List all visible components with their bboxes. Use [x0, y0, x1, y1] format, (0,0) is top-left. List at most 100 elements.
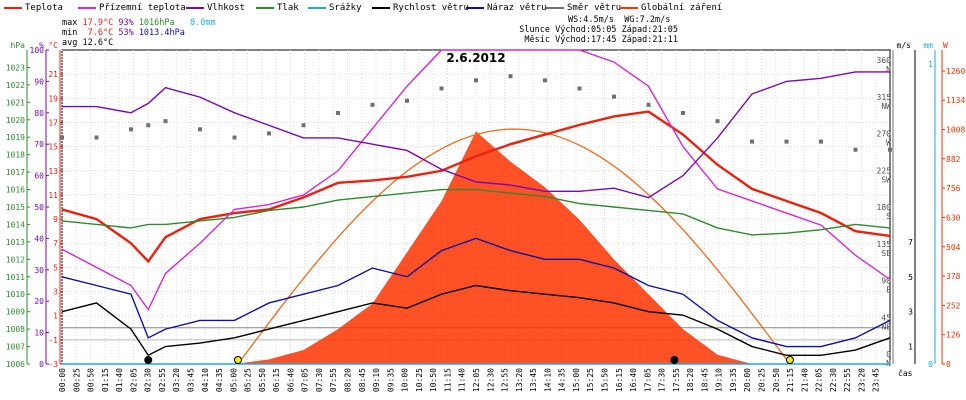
- pressure-axis-tick-label: 1019: [6, 133, 25, 142]
- direction-point: [146, 123, 151, 128]
- x-tick-label: 23:45: [872, 368, 881, 392]
- pressure-axis-tick-label: 1016: [6, 186, 25, 195]
- x-tick-label: 15:50: [600, 368, 609, 392]
- x-tick-label: 20:25: [758, 368, 767, 392]
- x-tick-label: 00:50: [87, 368, 96, 392]
- x-tick-label: 11:15: [443, 368, 452, 392]
- moonrise-time: Východ:17:45: [555, 35, 617, 45]
- legend-swatch: [466, 6, 484, 9]
- wind-axis-label: m/s: [897, 41, 912, 50]
- stats-min-hum: 53%: [118, 28, 134, 38]
- x-tick-label: 14:10: [543, 368, 552, 392]
- wind-summary-row: WS:4.5m/s WG:7.2m/s: [518, 15, 738, 25]
- rain-axis-label: mm: [923, 41, 933, 50]
- x-tick-label: 10:00: [401, 368, 410, 392]
- direction-point: [750, 139, 754, 144]
- temperature-axis-tick-label: 13: [48, 167, 58, 176]
- temperature-axis-tick-label: 19: [48, 94, 58, 103]
- pressure-axis-tick-label: 1022: [6, 81, 25, 90]
- x-tick-label: 09:35: [386, 368, 395, 392]
- legend-label: Náraz větru: [487, 3, 547, 13]
- moon-marker: [144, 356, 153, 364]
- humidity-axis-tick-label: 60: [34, 172, 44, 181]
- x-tick-label: 13:20: [515, 368, 524, 392]
- x-tick-label: 00:25: [72, 368, 81, 392]
- legend-item-teplota: Teplota: [4, 3, 63, 13]
- wind-tick-label: 5: [908, 273, 913, 282]
- x-tick-label: 17:30: [658, 368, 667, 392]
- direction-point: [94, 135, 99, 140]
- pressure-axis-tick-label: 1013: [6, 238, 25, 247]
- humidity-axis-tick-label: 90: [34, 77, 44, 86]
- direction-point: [784, 139, 789, 144]
- x-tick-label: 22:55: [843, 368, 852, 392]
- x-tick-label: 04:10: [201, 368, 210, 392]
- x-tick-label: 05:25: [244, 368, 253, 392]
- direction-tick-label: 135: [877, 240, 892, 249]
- x-tick-label: 17:55: [672, 368, 681, 392]
- x-tick-label: 02:30: [144, 368, 153, 392]
- moon-label: Měsíc: [524, 35, 550, 45]
- direction-point: [508, 74, 513, 79]
- chart-title: 2.6.2012: [446, 51, 505, 65]
- pressure-axis-tick-label: 1011: [6, 273, 25, 282]
- x-tick-label: 17:05: [643, 368, 652, 392]
- direction-point: [715, 119, 720, 124]
- legend-label: Rychlost větru: [393, 3, 469, 13]
- stats-min-press: 1013.4hPa: [138, 28, 185, 38]
- direction-tick-cardinal: E: [886, 286, 891, 295]
- stats-label: avg: [62, 38, 78, 48]
- pressure-axis-tick-label: 1021: [6, 98, 25, 107]
- direction-point: [577, 86, 582, 91]
- x-tick-label: 16:40: [629, 368, 638, 392]
- direction-tick-label: 45: [881, 313, 891, 322]
- direction-point: [439, 86, 444, 91]
- x-tick-label: 01:15: [101, 368, 110, 392]
- sun-row: Slunce Východ:05:05 Západ:21:05: [518, 25, 738, 35]
- temperature-axis-tick-label: 11: [48, 191, 58, 200]
- legend-item-smer-vetru: Směr větru: [546, 3, 621, 13]
- pressure-axis-tick-label: 1017: [6, 168, 25, 177]
- x-tick-label: 03:45: [186, 368, 195, 392]
- x-tick-label: 22:05: [815, 368, 824, 392]
- x-axis-label: čas: [898, 368, 913, 378]
- pressure-axis-tick-label: 1007: [6, 343, 25, 352]
- legend-swatch: [256, 6, 274, 9]
- humidity-axis-tick-label: 40: [34, 234, 44, 243]
- stats-min-row: min 7.6°C 53% 1013.4hPa: [62, 28, 322, 38]
- direction-point: [370, 102, 375, 107]
- pressure-axis-label: hPa: [11, 41, 26, 50]
- humidity-axis-tick-label: 30: [34, 266, 44, 275]
- x-tick-label: 05:50: [258, 368, 267, 392]
- direction-tick-label: 0: [886, 350, 891, 359]
- pressure-axis-tick-label: 1009: [6, 308, 25, 317]
- radiation-axis-label: W: [943, 41, 948, 50]
- x-tick-label: 16:15: [615, 368, 624, 392]
- x-tick-label: 18:20: [686, 368, 695, 392]
- pressure-axis-tick-label: 1010: [6, 290, 25, 299]
- temperature-axis-tick-label: 5: [53, 263, 58, 272]
- x-tick-label: 01:40: [115, 368, 124, 392]
- wind-tick-label: 1: [908, 343, 913, 352]
- legend-item-globalni-zareni: Globální záření: [620, 3, 722, 13]
- pressure-axis-tick-label: 1015: [6, 203, 25, 212]
- legend-item-tlak: Tlak: [256, 3, 299, 13]
- x-tick-label: 12:55: [501, 368, 510, 392]
- sunset-marker: [785, 356, 794, 364]
- legend-swatch: [372, 6, 390, 9]
- series-line-tlak: [61, 188, 891, 236]
- radiation-tick-label: 378: [946, 272, 961, 281]
- pressure-axis-tick-label: 1008: [6, 325, 25, 334]
- temperature-axis-label: °C: [48, 41, 58, 50]
- stats-min-temp: 7.6°C: [87, 28, 114, 38]
- legend-item-rychlost-vetru: Rychlost větru: [372, 3, 469, 13]
- legend-swatch: [186, 6, 204, 9]
- x-tick-label: 23:20: [857, 368, 866, 392]
- radiation-tick-label: 1008: [946, 126, 965, 135]
- series-line-rychlost-vetru: [61, 284, 891, 357]
- direction-point: [819, 139, 823, 144]
- direction-point: [543, 78, 547, 83]
- temperature-axis-tick-label: -3: [48, 360, 58, 369]
- rain-tick-label: 0: [928, 360, 933, 369]
